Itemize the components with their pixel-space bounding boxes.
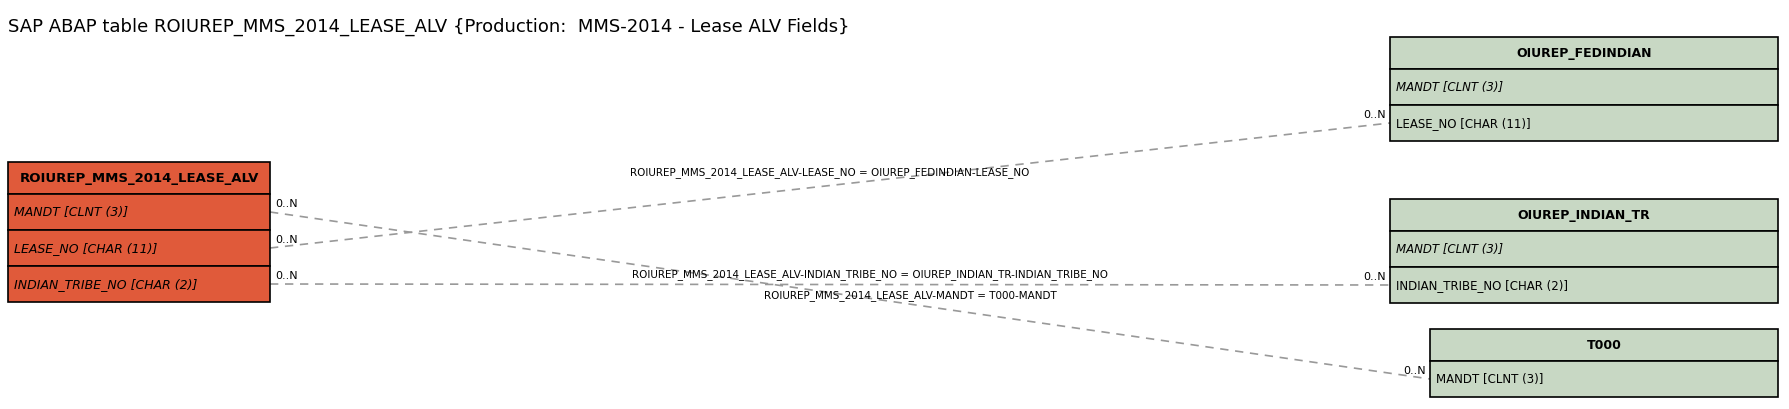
Text: INDIAN_TRIBE_NO [CHAR (2)]: INDIAN_TRIBE_NO [CHAR (2)] bbox=[1395, 279, 1567, 292]
Text: MANDT [CLNT (3)]: MANDT [CLNT (3)] bbox=[1395, 81, 1503, 94]
Text: 0..N: 0..N bbox=[276, 270, 297, 280]
Bar bbox=[1429, 329, 1778, 361]
Bar bbox=[1390, 231, 1778, 267]
Text: SAP ABAP table ROIUREP_MMS_2014_LEASE_ALV {Production:  MMS-2014 - Lease ALV Fie: SAP ABAP table ROIUREP_MMS_2014_LEASE_AL… bbox=[7, 18, 850, 36]
Bar bbox=[1390, 200, 1778, 231]
Text: 0..N: 0..N bbox=[276, 198, 297, 209]
Bar bbox=[1390, 38, 1778, 70]
Bar bbox=[1390, 106, 1778, 142]
Text: INDIAN_TRIBE_NO [CHAR (2)]: INDIAN_TRIBE_NO [CHAR (2)] bbox=[14, 278, 197, 291]
Bar bbox=[7, 163, 270, 195]
Text: MANDT [CLNT (3)]: MANDT [CLNT (3)] bbox=[14, 206, 129, 219]
Text: 0..N: 0..N bbox=[1363, 110, 1386, 120]
Text: 0..N: 0..N bbox=[1363, 271, 1386, 281]
Bar bbox=[7, 230, 270, 266]
Text: LEASE_NO [CHAR (11)]: LEASE_NO [CHAR (11)] bbox=[1395, 117, 1531, 130]
Bar bbox=[1390, 70, 1778, 106]
Text: ROIUREP_MMS_2014_LEASE_ALV-INDIAN_TRIBE_NO = OIUREP_INDIAN_TR-INDIAN_TRIBE_NO: ROIUREP_MMS_2014_LEASE_ALV-INDIAN_TRIBE_… bbox=[632, 269, 1107, 280]
Text: LEASE_NO [CHAR (11)]: LEASE_NO [CHAR (11)] bbox=[14, 242, 157, 255]
Text: MANDT [CLNT (3)]: MANDT [CLNT (3)] bbox=[1437, 373, 1544, 386]
Text: 0..N: 0..N bbox=[276, 234, 297, 245]
Bar bbox=[1429, 361, 1778, 397]
Text: MANDT [CLNT (3)]: MANDT [CLNT (3)] bbox=[1395, 243, 1503, 256]
Bar bbox=[7, 195, 270, 230]
Text: 0..N: 0..N bbox=[1403, 365, 1426, 375]
Text: ROIUREP_MMS_2014_LEASE_ALV-LEASE_NO = OIUREP_FEDINDIAN-LEASE_NO: ROIUREP_MMS_2014_LEASE_ALV-LEASE_NO = OI… bbox=[630, 167, 1030, 178]
Text: OIUREP_INDIAN_TR: OIUREP_INDIAN_TR bbox=[1517, 209, 1651, 222]
Text: T000: T000 bbox=[1587, 339, 1621, 352]
Text: ROIUREP_MMS_2014_LEASE_ALV: ROIUREP_MMS_2014_LEASE_ALV bbox=[20, 172, 259, 185]
Text: OIUREP_FEDINDIAN: OIUREP_FEDINDIAN bbox=[1517, 47, 1651, 61]
Bar bbox=[1390, 267, 1778, 303]
Text: ROIUREP_MMS_2014_LEASE_ALV-MANDT = T000-MANDT: ROIUREP_MMS_2014_LEASE_ALV-MANDT = T000-… bbox=[764, 290, 1056, 301]
Bar bbox=[7, 266, 270, 302]
